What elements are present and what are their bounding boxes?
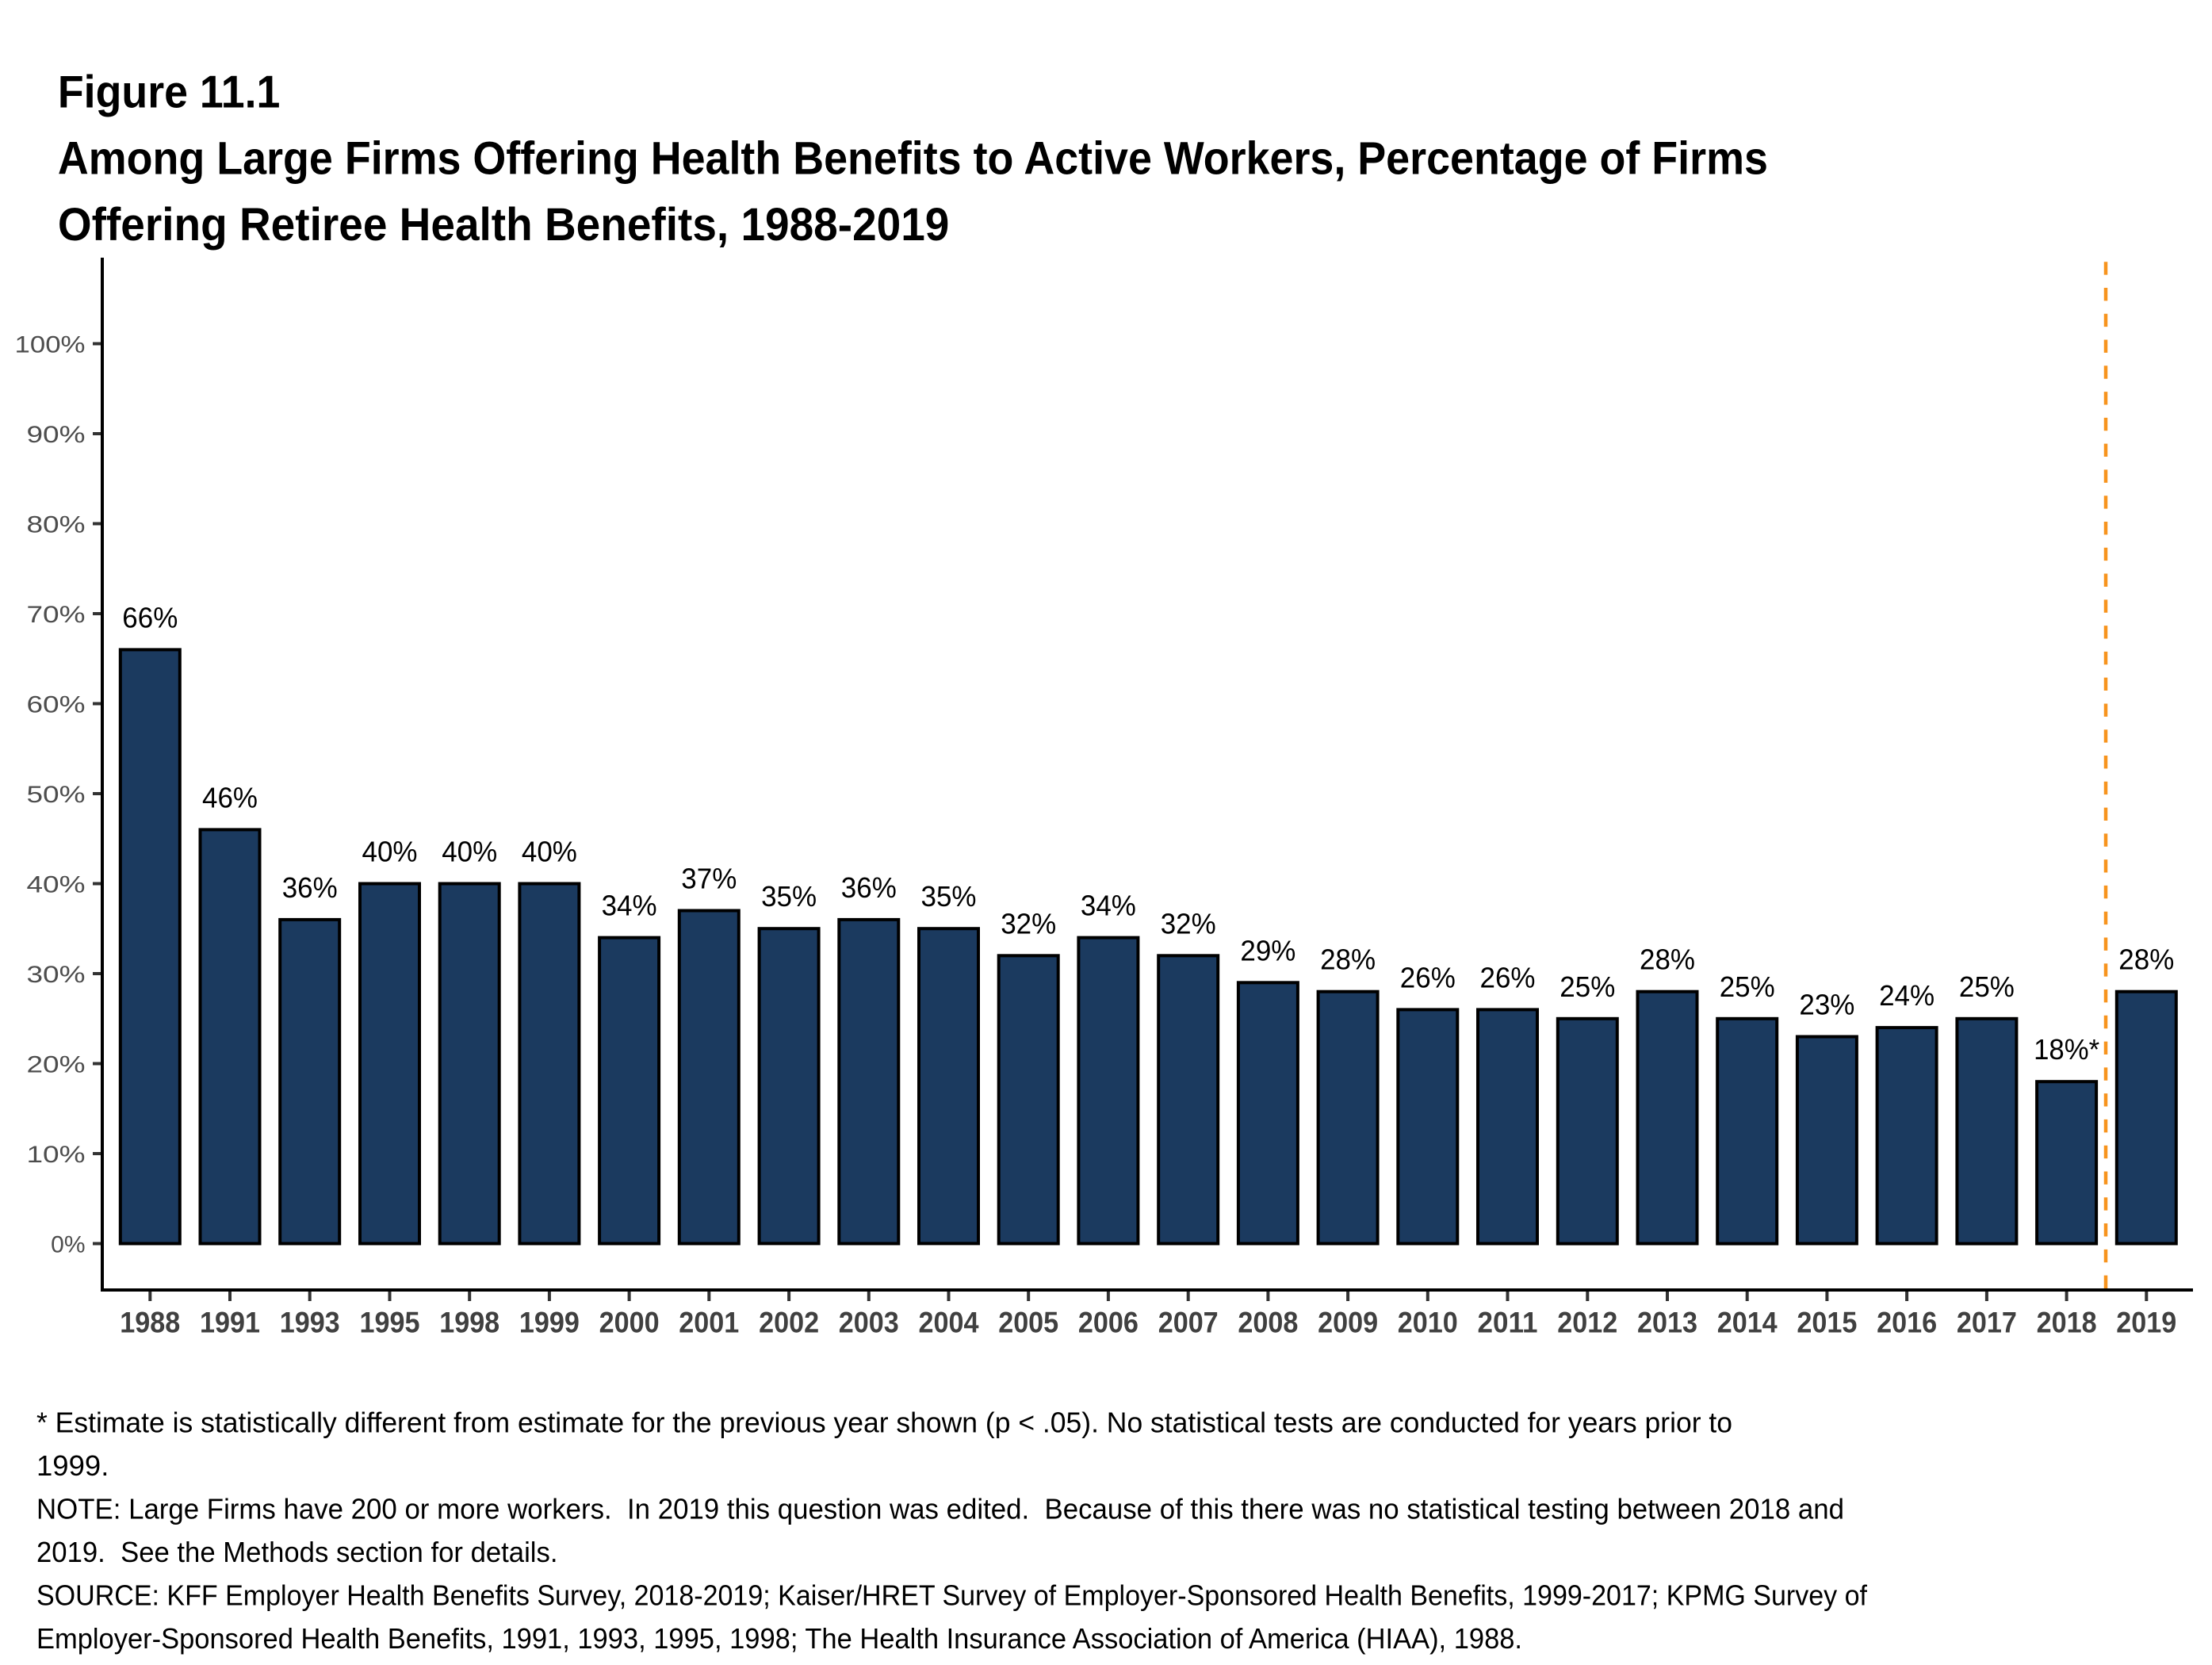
svg-text:60%: 60% [27, 691, 86, 718]
svg-text:2012: 2012 [1557, 1307, 1617, 1339]
svg-text:40%: 40% [442, 836, 497, 868]
svg-text:2001: 2001 [679, 1307, 739, 1339]
svg-text:25%: 25% [1959, 970, 2015, 1003]
svg-text:25%: 25% [1559, 970, 1615, 1003]
svg-text:26%: 26% [1400, 961, 1456, 993]
svg-text:29%: 29% [1240, 934, 1295, 966]
svg-text:28%: 28% [1640, 944, 1695, 976]
svg-text:2004: 2004 [919, 1307, 979, 1339]
svg-text:Figure 11.1: Figure 11.1 [58, 67, 281, 118]
svg-text:20%: 20% [27, 1051, 86, 1077]
svg-text:2008: 2008 [1238, 1307, 1298, 1339]
svg-text:18%*: 18%* [2034, 1033, 2099, 1066]
svg-text:2019. See the Methods section: 2019. See the Methods section for detail… [36, 1536, 558, 1568]
svg-text:Among Large Firms Offering Hea: Among Large Firms Offering Health Benefi… [58, 132, 1768, 184]
svg-text:90%: 90% [27, 422, 86, 448]
svg-text:40%: 40% [362, 836, 418, 868]
svg-text:50%: 50% [27, 782, 86, 808]
svg-text:2005: 2005 [998, 1307, 1058, 1339]
svg-text:2014: 2014 [1717, 1307, 1778, 1339]
svg-text:1998: 1998 [439, 1307, 499, 1339]
svg-text:36%: 36% [282, 871, 338, 904]
svg-text:24%: 24% [1879, 979, 1935, 1012]
svg-text:2007: 2007 [1158, 1307, 1219, 1339]
svg-text:25%: 25% [1720, 970, 1775, 1003]
svg-text:2016: 2016 [1877, 1307, 1937, 1339]
svg-text:32%: 32% [1001, 907, 1056, 940]
svg-text:2002: 2002 [759, 1307, 819, 1339]
svg-text:40%: 40% [27, 871, 86, 898]
svg-text:2006: 2006 [1078, 1307, 1139, 1339]
svg-text:1999: 1999 [519, 1307, 580, 1339]
svg-text:2015: 2015 [1797, 1307, 1857, 1339]
svg-text:66%: 66% [122, 601, 178, 633]
svg-text:1999.: 1999. [36, 1449, 109, 1482]
svg-text:80%: 80% [27, 511, 86, 538]
svg-text:28%: 28% [2118, 944, 2174, 976]
svg-text:1991: 1991 [200, 1307, 260, 1339]
svg-text:34%: 34% [1081, 890, 1136, 922]
svg-text:37%: 37% [681, 863, 737, 895]
svg-text:100%: 100% [15, 331, 86, 358]
svg-text:30%: 30% [27, 962, 86, 988]
svg-text:2009: 2009 [1318, 1307, 1378, 1339]
svg-text:SOURCE: KFF Employer Health Be: SOURCE: KFF Employer Health Benefits Sur… [36, 1579, 1868, 1612]
svg-text:2000: 2000 [599, 1307, 660, 1339]
svg-text:23%: 23% [1799, 989, 1854, 1021]
svg-text:1988: 1988 [120, 1307, 180, 1339]
svg-text:NOTE: Large Firms have 200 or: NOTE: Large Firms have 200 or more worke… [36, 1493, 1844, 1525]
svg-text:2010: 2010 [1398, 1307, 1458, 1339]
svg-text:28%: 28% [1320, 944, 1376, 976]
svg-text:26%: 26% [1480, 961, 1536, 993]
svg-text:46%: 46% [202, 781, 258, 813]
svg-text:70%: 70% [27, 602, 86, 628]
svg-text:36%: 36% [841, 871, 897, 904]
svg-text:Offering Retiree Health Benefi: Offering Retiree Health Benefits, 1988-2… [58, 199, 950, 251]
svg-text:Employer-Sponsored Health Bene: Employer-Sponsored Health Benefits, 1991… [36, 1622, 1522, 1655]
svg-text:32%: 32% [1161, 907, 1216, 940]
svg-text:40%: 40% [522, 836, 577, 868]
svg-text:2011: 2011 [1478, 1307, 1538, 1339]
svg-text:35%: 35% [761, 880, 817, 913]
svg-text:2017: 2017 [1957, 1307, 2017, 1339]
svg-text:0%: 0% [51, 1231, 85, 1257]
svg-text:34%: 34% [602, 890, 657, 922]
svg-text:35%: 35% [921, 880, 977, 913]
svg-text:10%: 10% [27, 1142, 86, 1168]
svg-text:2013: 2013 [1637, 1307, 1697, 1339]
svg-text:* Estimate is statistically di: * Estimate is statistically different fr… [36, 1407, 1732, 1439]
svg-text:2003: 2003 [839, 1307, 899, 1339]
svg-text:2019: 2019 [2116, 1307, 2176, 1339]
svg-text:2018: 2018 [2037, 1307, 2097, 1339]
svg-text:1995: 1995 [360, 1307, 420, 1339]
svg-text:1993: 1993 [280, 1307, 340, 1339]
